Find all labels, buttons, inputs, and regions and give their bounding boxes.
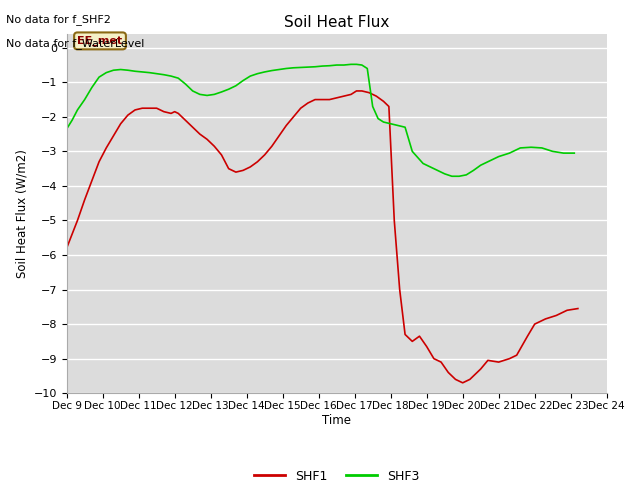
Legend: SHF1, SHF3: SHF1, SHF3 — [249, 465, 425, 480]
Text: EE_met: EE_met — [77, 36, 123, 46]
Text: No data for f_SHF2: No data for f_SHF2 — [6, 14, 111, 25]
Title: Soil Heat Flux: Soil Heat Flux — [284, 15, 389, 30]
X-axis label: Time: Time — [322, 414, 351, 427]
Y-axis label: Soil Heat Flux (W/m2): Soil Heat Flux (W/m2) — [15, 149, 28, 278]
Text: No data for f_WaterLevel: No data for f_WaterLevel — [6, 38, 145, 49]
